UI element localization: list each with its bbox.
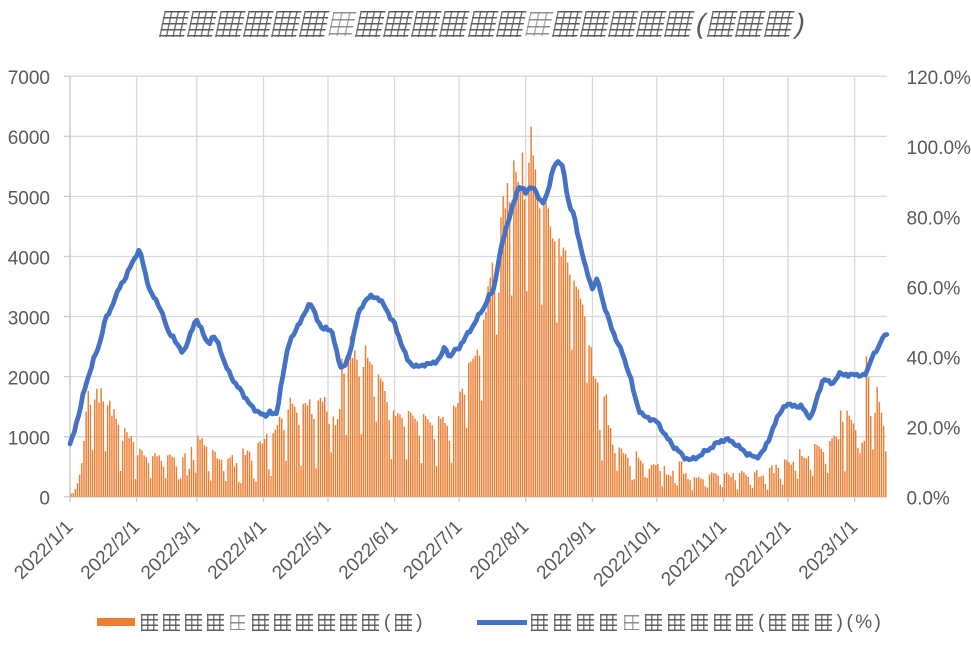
svg-text:2022/1/1: 2022/1/1	[10, 517, 77, 584]
svg-text:2022/3/1: 2022/3/1	[137, 517, 204, 584]
svg-text:40.0%: 40.0%	[907, 349, 961, 370]
svg-text:2022/8/1: 2022/8/1	[466, 517, 533, 584]
svg-text:6000: 6000	[8, 128, 50, 149]
svg-text:2000: 2000	[8, 369, 50, 390]
svg-text:80.0%: 80.0%	[907, 208, 961, 229]
svg-text:120.0%: 120.0%	[907, 68, 971, 89]
svg-text:2022/9/1: 2022/9/1	[533, 517, 600, 584]
svg-text:2022/12/1: 2022/12/1	[721, 517, 796, 592]
svg-text:2022/2/1: 2022/2/1	[77, 517, 144, 584]
svg-text:2022/6/1: 2022/6/1	[335, 517, 402, 584]
svg-text:2022/5/1: 2022/5/1	[268, 517, 335, 584]
svg-text:60.0%: 60.0%	[907, 278, 961, 299]
svg-text:2023/1/1: 2023/1/1	[795, 517, 862, 584]
svg-text:3000: 3000	[8, 308, 50, 329]
svg-text:2022/4/1: 2022/4/1	[204, 517, 271, 584]
svg-text:1000: 1000	[8, 429, 50, 450]
svg-text:0.0%: 0.0%	[907, 489, 950, 510]
svg-text:2022/7/1: 2022/7/1	[399, 517, 466, 584]
svg-text:7000: 7000	[8, 68, 50, 89]
svg-text:5000: 5000	[8, 188, 50, 209]
svg-text:0: 0	[39, 489, 50, 510]
svg-text:2022/10/1: 2022/10/1	[590, 517, 665, 592]
svg-text:2022/11/1: 2022/11/1	[657, 517, 731, 591]
svg-text:20.0%: 20.0%	[907, 419, 961, 440]
svg-text:100.0%: 100.0%	[907, 138, 971, 159]
svg-text:4000: 4000	[8, 248, 50, 269]
